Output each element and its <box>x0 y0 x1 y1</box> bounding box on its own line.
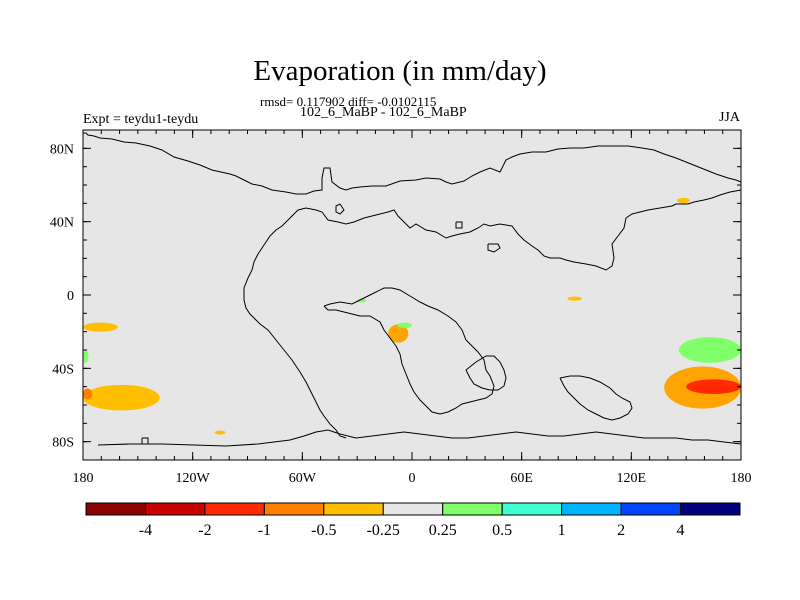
colorbar-label: 2 <box>617 522 625 539</box>
x-tick-label: 120W <box>176 471 211 486</box>
stats-line: rmsd= 0.117902 diff= -0.0102115 <box>260 94 437 109</box>
colorbar-label: -0.5 <box>311 522 336 539</box>
colorbar-swatch <box>204 502 265 516</box>
colorbar-swatch <box>85 502 146 516</box>
colorbar: -4 -2 -1 -0.5 -0.25 0.25 0.5 1 2 4 <box>85 502 741 539</box>
x-tick-label: 60E <box>510 471 533 486</box>
x-tick-label: 60W <box>289 471 317 486</box>
y-tick-label: 80N <box>50 142 74 157</box>
y-tick-label: 40S <box>52 362 74 377</box>
chart-title: Evaporation (in mm/day) <box>253 55 547 87</box>
colorbar-swatch <box>442 502 503 516</box>
x-tick-label: 180 <box>731 471 752 486</box>
y-tick-label: 40N <box>50 216 74 231</box>
anomaly-pacific-south-tropical <box>83 322 118 332</box>
season-label: JJA <box>718 110 740 125</box>
x-tick-label: 0 <box>409 471 416 486</box>
anomaly-tasman-core <box>686 379 741 394</box>
coastlines <box>83 132 742 447</box>
colorbar-label: -4 <box>139 522 152 539</box>
map-background <box>83 130 741 460</box>
colorbar-label: 0.5 <box>492 522 512 539</box>
colorbar-swatch <box>561 502 622 516</box>
anomaly-gulf-of-guinea-green <box>357 298 367 303</box>
x-axis: 180 120W 60W 0 60E 120E 180 <box>73 130 752 486</box>
y-tick-label: 0 <box>67 289 74 304</box>
anomaly-layer <box>83 197 742 435</box>
colorbar-label: 4 <box>677 522 685 539</box>
anomaly-southwest-pacific-midlat <box>83 384 160 411</box>
anomaly-indian-ocean-tropics <box>567 296 582 301</box>
y-axis: 80N 40N 0 40S 80S <box>50 142 741 451</box>
colorbar-swatch <box>263 502 325 516</box>
colorbar-swatch <box>144 502 206 516</box>
colorbar-label: -2 <box>198 522 211 539</box>
anomaly-southwest-pacific-core <box>83 388 93 400</box>
colorbar-label: -1 <box>258 522 271 539</box>
colorbar-swatch <box>382 502 444 516</box>
colorbar-label: 1 <box>558 522 566 539</box>
anomaly-north-pacific <box>677 197 690 204</box>
anomaly-south-pacific-edge-green <box>83 350 89 363</box>
map-panel: 180 120W 60W 0 60E 120E 180 80N 40N 0 40S 80S <box>50 129 752 486</box>
colorbar-swatch <box>620 502 682 516</box>
colorbar-label: -0.25 <box>367 522 400 539</box>
experiment-label: Expt = teydu1-teydu <box>83 112 199 127</box>
anomaly-west-africa-coast-green <box>397 322 413 328</box>
y-tick-label: 80S <box>52 436 74 451</box>
anomaly-south-atlantic-high-lat <box>214 430 226 435</box>
anomaly-south-atlantic-tropics <box>388 324 409 343</box>
colorbar-swatch <box>323 502 384 516</box>
cases-line: 102_6_MaBP - 102_6_MaBP <box>300 105 467 120</box>
colorbar-swatch <box>680 502 741 516</box>
anomaly-tasman-green <box>678 337 742 363</box>
x-tick-label: 120E <box>617 471 647 486</box>
x-tick-label: 180 <box>73 471 94 486</box>
colorbar-swatch <box>501 502 563 516</box>
colorbar-label: 0.25 <box>429 522 457 539</box>
